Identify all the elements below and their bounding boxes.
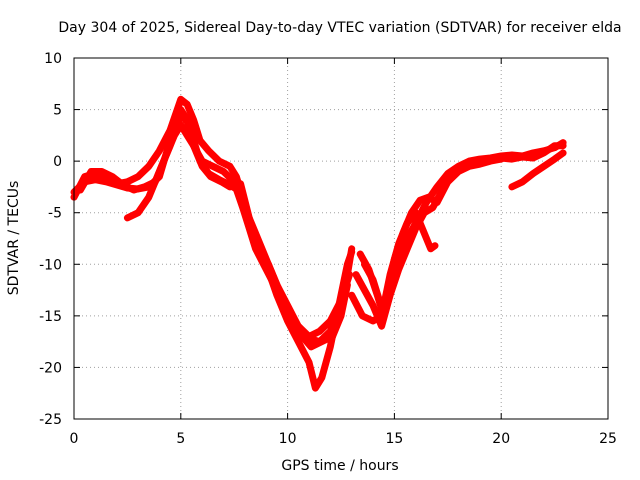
x-tick-label: 25 <box>599 431 617 447</box>
axis-ticks <box>73 57 609 420</box>
y-tick-labels: 10 5 0 -5 -10 -15 -20 -25 <box>39 51 62 428</box>
y-tick-label: 5 <box>53 103 62 119</box>
chart-title: Day 304 of 2025, Sidereal Day-to-day VTE… <box>58 20 621 36</box>
series-line <box>361 155 505 307</box>
y-tick-label: -25 <box>39 412 62 428</box>
x-axis-label: GPS time / hours <box>281 458 398 474</box>
y-tick-label: 10 <box>44 51 62 67</box>
data-series <box>70 95 567 392</box>
x-tick-labels: 0 5 10 15 20 25 <box>70 431 617 447</box>
series-line <box>508 149 567 191</box>
x-tick-label: 15 <box>385 431 403 447</box>
series-line <box>70 95 356 392</box>
series-line <box>123 111 351 351</box>
y-axis-label: SDTVAR / TECUs <box>6 181 22 296</box>
y-tick-label: -20 <box>39 360 62 376</box>
y-tick-label: -10 <box>39 257 62 273</box>
x-tick-label: 0 <box>70 431 79 447</box>
y-tick-label: -15 <box>39 309 62 325</box>
x-tick-label: 5 <box>176 431 185 447</box>
plot-frame <box>73 57 609 420</box>
grid-lines <box>74 58 608 419</box>
series-line <box>76 121 353 340</box>
series-line <box>70 106 356 346</box>
y-tick-label: 0 <box>53 154 62 170</box>
x-tick-label: 20 <box>492 431 510 447</box>
x-tick-label: 10 <box>279 431 297 447</box>
y-tick-label: -5 <box>48 206 62 222</box>
